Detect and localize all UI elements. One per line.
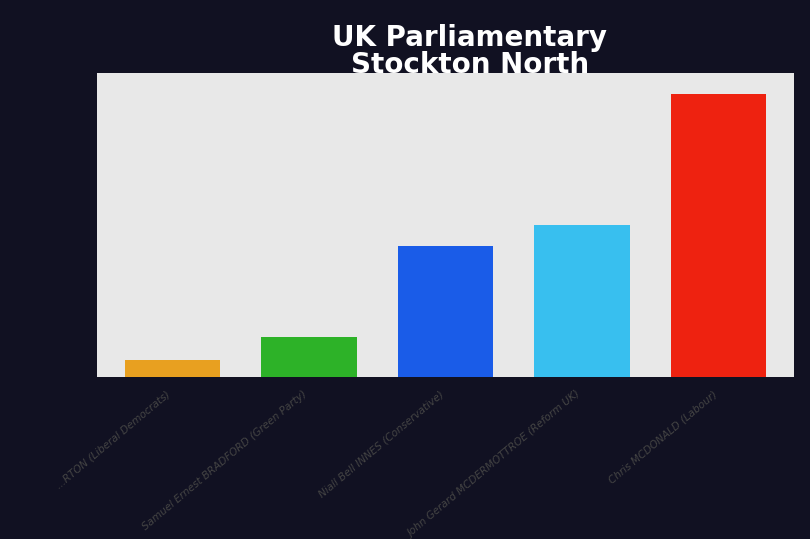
Text: Stockton North: Stockton North — [351, 51, 589, 79]
Bar — [398, 246, 493, 377]
Bar — [535, 225, 630, 377]
Bar — [261, 336, 356, 377]
Bar — [671, 94, 766, 377]
Text: UK Parliamentary: UK Parliamentary — [332, 24, 608, 52]
Bar — [125, 360, 220, 377]
